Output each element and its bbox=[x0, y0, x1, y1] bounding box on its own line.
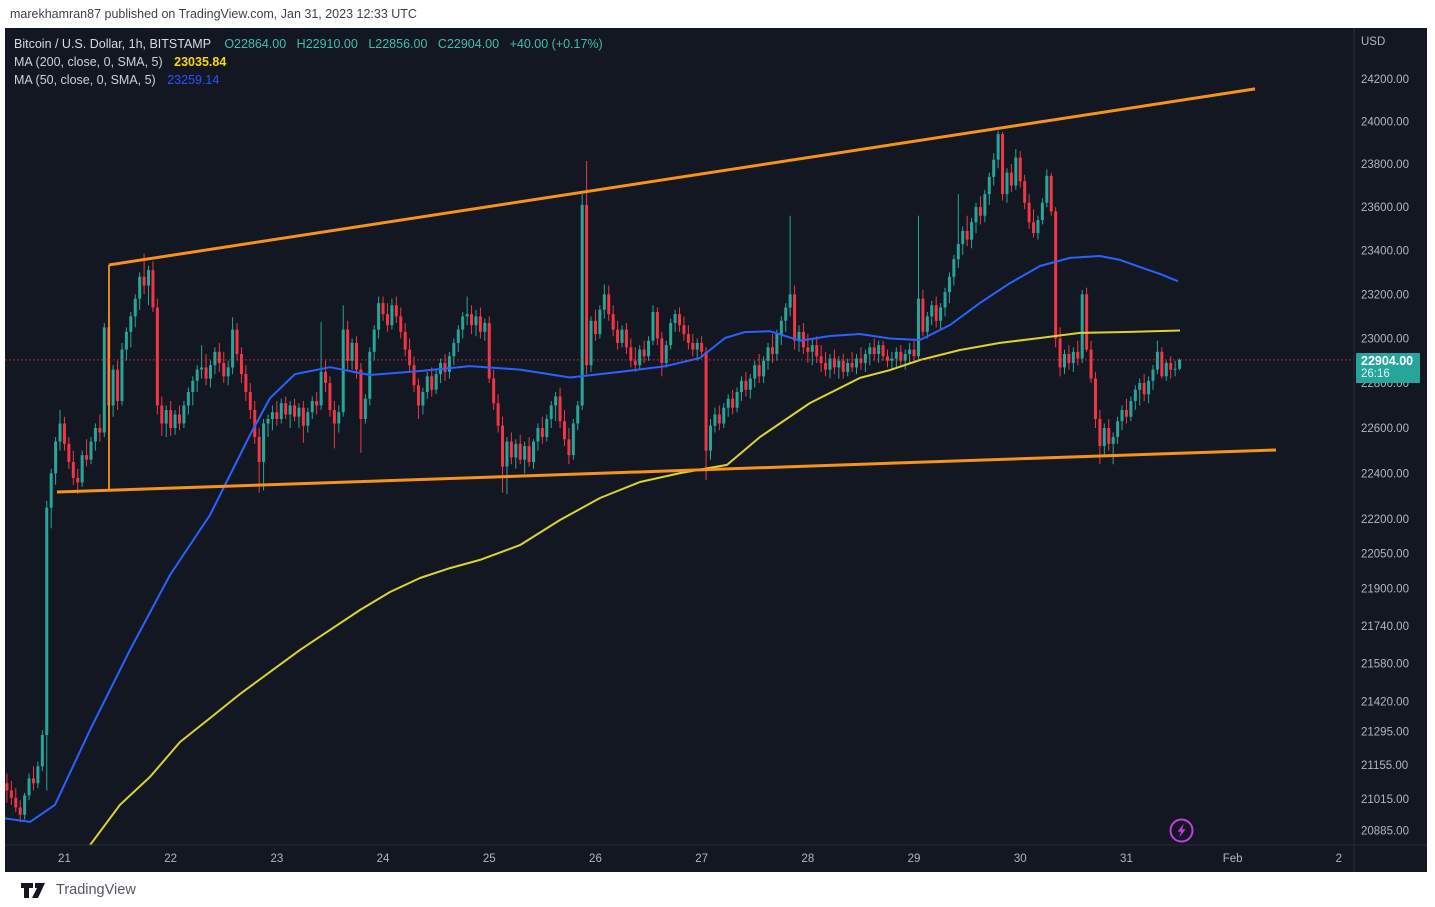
ma200-row: MA (200, close, 0, SMA, 5) 23035.84 bbox=[14, 53, 603, 71]
ma50-row: MA (50, close, 0, SMA, 5) 23259.14 bbox=[14, 71, 603, 89]
current-price-value: 22904.00 bbox=[1361, 354, 1414, 368]
price-axis[interactable] bbox=[1354, 28, 1427, 845]
change-value: +40.00 (+0.17%) bbox=[509, 37, 603, 51]
low-value: L22856.00 bbox=[368, 37, 428, 51]
symbol-title: Bitcoin / U.S. Dollar, 1h, BITSTAMP bbox=[14, 37, 211, 51]
time-axis[interactable] bbox=[5, 845, 1354, 872]
ma50-label: MA (50, close, 0, SMA, 5) bbox=[14, 73, 156, 87]
ma200-label: MA (200, close, 0, SMA, 5) bbox=[14, 55, 163, 69]
ma200-value: 23035.84 bbox=[174, 55, 227, 69]
tradingview-brand-text: TradingView bbox=[56, 882, 136, 898]
footer-bar: TradingView bbox=[0, 872, 1435, 907]
close-value: C22904.00 bbox=[437, 37, 500, 51]
symbol-row: Bitcoin / U.S. Dollar, 1h, BITSTAMP O228… bbox=[14, 35, 603, 53]
high-value: H22910.00 bbox=[296, 37, 358, 51]
open-value: O22864.00 bbox=[224, 37, 287, 51]
lightning-icon bbox=[1169, 818, 1194, 843]
publish-header: marekhamran87 published on TradingView.c… bbox=[0, 0, 1435, 28]
axis-currency-label: USD bbox=[1361, 36, 1386, 48]
tradingview-logo-icon bbox=[21, 883, 45, 898]
chart-legend: Bitcoin / U.S. Dollar, 1h, BITSTAMP O228… bbox=[14, 35, 603, 89]
publish-header-text: marekhamran87 published on TradingView.c… bbox=[10, 7, 417, 21]
bar-countdown: 26:16 bbox=[1361, 368, 1390, 380]
lightning-button[interactable] bbox=[1168, 817, 1195, 844]
chart-pane[interactable] bbox=[5, 28, 1427, 872]
ma50-value: 23259.14 bbox=[167, 73, 220, 87]
current-price-tag: 22904.00 26:16 bbox=[1356, 353, 1420, 383]
